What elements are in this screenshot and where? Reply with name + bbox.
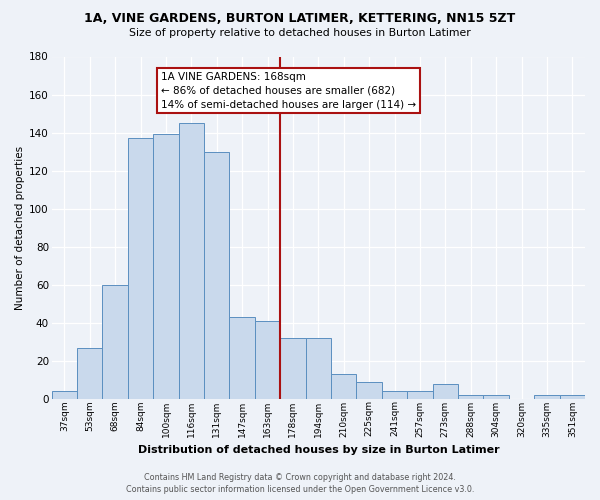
X-axis label: Distribution of detached houses by size in Burton Latimer: Distribution of detached houses by size … xyxy=(137,445,499,455)
Bar xyxy=(560,395,585,399)
Bar xyxy=(382,392,407,399)
Bar xyxy=(77,348,103,399)
Y-axis label: Number of detached properties: Number of detached properties xyxy=(15,146,25,310)
Text: Contains HM Land Registry data © Crown copyright and database right 2024.
Contai: Contains HM Land Registry data © Crown c… xyxy=(126,472,474,494)
Bar xyxy=(229,317,255,399)
Bar xyxy=(103,285,128,399)
Bar xyxy=(458,395,484,399)
Bar xyxy=(128,138,153,399)
Bar xyxy=(484,395,509,399)
Text: Size of property relative to detached houses in Burton Latimer: Size of property relative to detached ho… xyxy=(129,28,471,38)
Bar xyxy=(204,152,229,399)
Bar xyxy=(52,392,77,399)
Text: 1A VINE GARDENS: 168sqm
← 86% of detached houses are smaller (682)
14% of semi-d: 1A VINE GARDENS: 168sqm ← 86% of detache… xyxy=(161,72,416,110)
Text: 1A, VINE GARDENS, BURTON LATIMER, KETTERING, NN15 5ZT: 1A, VINE GARDENS, BURTON LATIMER, KETTER… xyxy=(85,12,515,26)
Bar xyxy=(534,395,560,399)
Bar xyxy=(179,123,204,399)
Bar xyxy=(305,338,331,399)
Bar xyxy=(153,134,179,399)
Bar xyxy=(356,382,382,399)
Bar xyxy=(433,384,458,399)
Bar xyxy=(331,374,356,399)
Bar xyxy=(407,392,433,399)
Bar xyxy=(280,338,305,399)
Bar xyxy=(255,321,280,399)
